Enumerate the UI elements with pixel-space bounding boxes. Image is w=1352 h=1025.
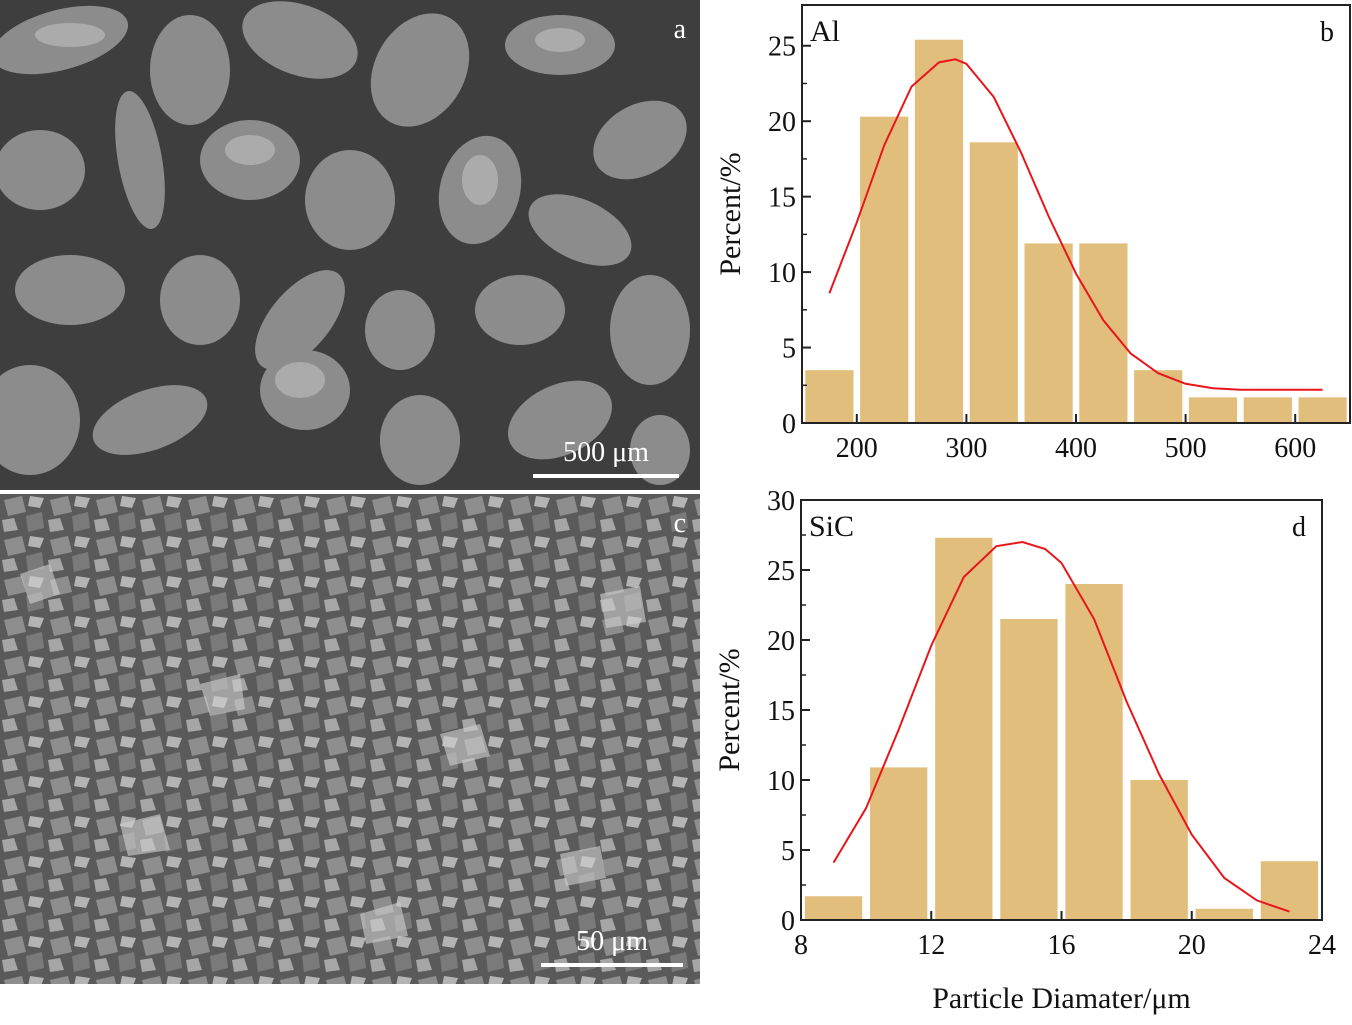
- y-tick-label-b-0: 0: [782, 409, 796, 440]
- x-tick-label-b-2: 400: [1055, 433, 1097, 464]
- x-tick-label-d-4: 24: [1308, 930, 1336, 961]
- histogram-bar-d-4: [1065, 584, 1123, 920]
- histogram-bar-d-2: [935, 537, 993, 920]
- x-tick-label-b-4: 600: [1274, 433, 1316, 464]
- scalebar-line-a: [533, 474, 679, 478]
- y-tick-label-d-4: 20: [767, 626, 795, 657]
- scalebar-label-c: 50 μm: [576, 926, 648, 957]
- y-axis-label-d: Percent/%: [713, 648, 746, 771]
- y-tick-label-b-1: 5: [782, 334, 796, 365]
- y-tick-label-b-2: 10: [768, 258, 796, 289]
- histogram-bar-b-3: [969, 142, 1018, 424]
- y-tick-label-d-2: 10: [767, 766, 795, 797]
- histogram-bar-d-3: [1000, 619, 1058, 920]
- scalebar-label-a: 500 μm: [563, 437, 649, 468]
- histogram-bar-b-6: [1134, 370, 1183, 423]
- histogram-bar-d-7: [1260, 861, 1319, 920]
- x-tick-label-d-0: 8: [794, 930, 808, 961]
- sem-image-al: a 500 μm: [0, 0, 700, 490]
- histogram-bar-b-1: [860, 116, 909, 423]
- histogram-bar-d-6: [1195, 908, 1253, 920]
- x-tick-label-d-2: 16: [1048, 930, 1076, 961]
- scalebar-line-c: [541, 963, 683, 967]
- x-tick-label-b-1: 300: [945, 433, 987, 464]
- histogram-charts: 0 5 10 15 20 25 200 300 400 500 600 Percent/% Al b 0 5 1…: [713, 4, 1351, 1015]
- y-axis-label-b: Percent/%: [714, 152, 747, 275]
- panel-letter-a: a: [673, 14, 686, 45]
- histogram-bar-b-2: [914, 39, 964, 423]
- histogram-bar-d-0: [804, 896, 863, 920]
- fit-curve-d: [832, 540, 1290, 913]
- fit-curve-b: [828, 58, 1323, 391]
- histogram-bar-b-5: [1079, 243, 1128, 423]
- panel-letter-c: c: [673, 508, 686, 539]
- y-tick-label-b-4: 20: [768, 107, 796, 138]
- y-tick-label-d-3: 15: [767, 696, 795, 727]
- y-tick-label-d-0: 0: [781, 906, 795, 937]
- histogram-bar-b-7: [1188, 397, 1238, 423]
- x-tick-label-d-1: 12: [917, 930, 945, 961]
- histogram-bar-b-9: [1298, 397, 1347, 423]
- x-tick-label-b-3: 500: [1165, 433, 1207, 464]
- y-tick-label-b-3: 15: [768, 183, 796, 214]
- histogram-bar-b-0: [805, 370, 854, 423]
- y-tick-label-d-6: 30: [767, 486, 795, 517]
- histogram-bar-d-1: [870, 767, 928, 920]
- y-tick-label-d-1: 5: [781, 836, 795, 867]
- histogram-bar-d-5: [1130, 780, 1188, 920]
- x-tick-label-d-3: 20: [1178, 930, 1206, 961]
- y-tick-label-b-5: 25: [768, 32, 796, 63]
- sem-image-sic: c 50 μm: [0, 494, 700, 984]
- x-tick-label-b-0: 200: [836, 433, 878, 464]
- y-tick-label-d-5: 25: [767, 556, 795, 587]
- al-particles-texture: [0, 0, 700, 490]
- sic-particles-texture: [0, 494, 700, 984]
- histogram-bar-b-8: [1243, 397, 1292, 423]
- panel-letter-b: b: [1320, 17, 1334, 48]
- material-label-b: Al: [810, 15, 840, 48]
- panel-letter-d: d: [1292, 512, 1306, 543]
- histogram-bar-b-4: [1024, 243, 1073, 423]
- material-label-d: SiC: [809, 510, 854, 543]
- x-axis-label-d: Particle Diamater/μm: [932, 982, 1191, 1015]
